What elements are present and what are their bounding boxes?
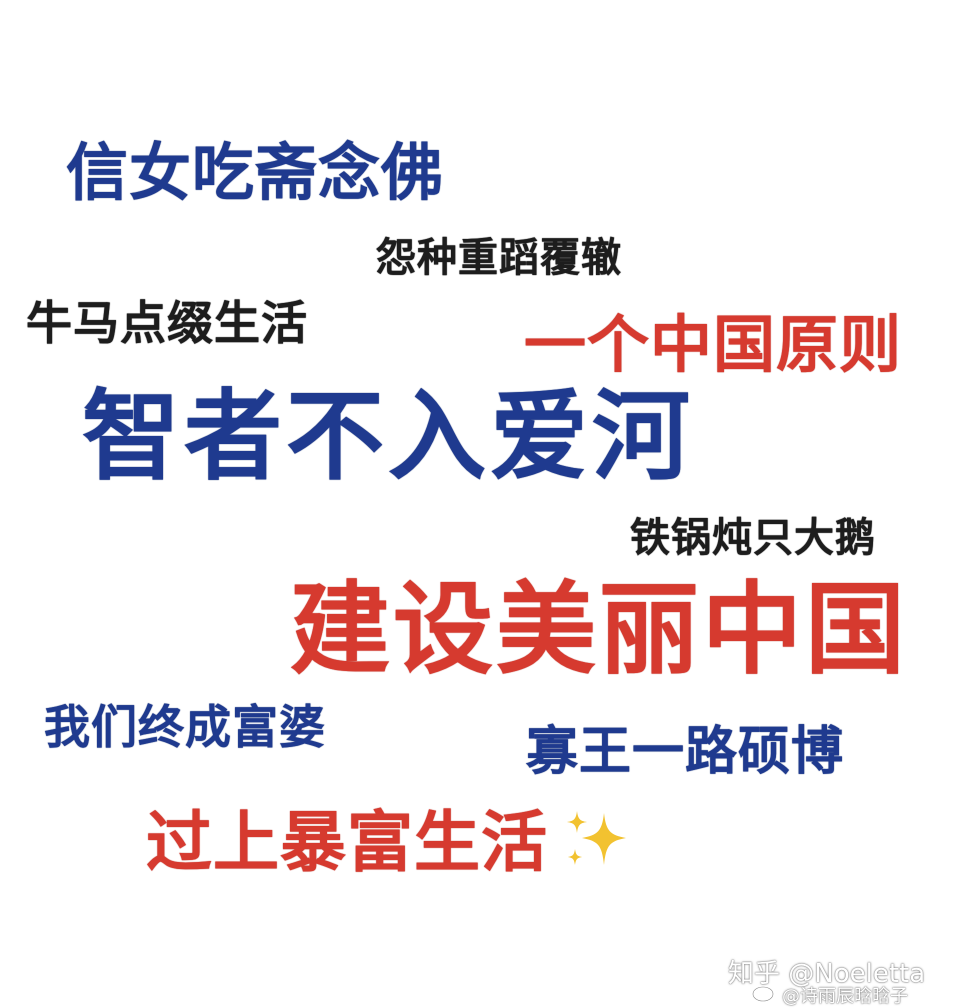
phrase-niuma: 牛马点缀生活 <box>26 296 308 350</box>
phrase-women: 我们终成富婆 <box>44 700 326 754</box>
weibo-watermark: @诗雨辰晗晗子 <box>782 986 908 1007</box>
phrase-yuanzhong: 怨种重蹈覆辙 <box>376 235 622 281</box>
phrase-guawang: 寡王一路硕博 <box>526 722 845 782</box>
phrase-zhizhe: 智者不入爱河 <box>82 380 695 494</box>
weibo-logo-icon <box>752 984 777 1002</box>
phrase-xinnv: 信女吃斋念佛 <box>66 136 445 209</box>
phrase-guoshang: 过上暴富生活 <box>146 804 548 881</box>
phrase-jianshe: 建设美丽中国 <box>290 571 908 688</box>
phrase-tieguo: 铁锅炖只大鹅 <box>630 515 876 561</box>
sparkles-emoji-icon <box>567 811 626 865</box>
zhihu-watermark: 知乎 @Noeletta <box>728 959 926 989</box>
phrase-yige-zhongguo: 一个中国原则 <box>524 308 903 381</box>
